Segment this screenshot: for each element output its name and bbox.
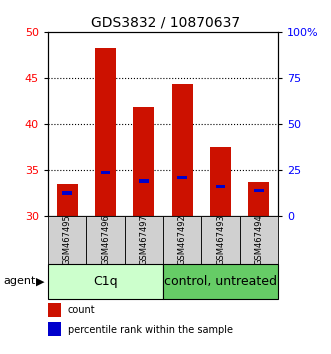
Text: control, untreated: control, untreated [164,275,277,288]
Text: GSM467496: GSM467496 [101,215,110,265]
Bar [201,216,240,264]
Bar [139,179,149,183]
Bar [95,48,116,216]
Text: GDS3832 / 10870637: GDS3832 / 10870637 [91,16,240,30]
Text: GSM467495: GSM467495 [63,215,72,265]
Text: count: count [68,305,95,315]
Bar [101,171,110,174]
Bar [248,182,269,216]
Bar [133,107,154,216]
Bar [48,322,61,336]
Text: GSM467497: GSM467497 [139,215,148,265]
Bar [48,303,61,316]
Text: agent: agent [3,276,36,286]
Bar [48,216,86,264]
Bar [86,216,125,264]
Bar [163,264,278,299]
Bar [163,216,201,264]
Bar [240,216,278,264]
Text: percentile rank within the sample: percentile rank within the sample [68,325,233,335]
Bar [57,184,78,216]
Bar [216,185,225,188]
Bar [210,147,231,216]
Bar [63,191,72,195]
Bar [177,176,187,179]
Bar [125,216,163,264]
Bar [254,189,263,192]
Bar [172,84,193,216]
Text: GSM467494: GSM467494 [254,215,263,265]
Text: C1q: C1q [93,275,118,288]
Text: GSM467492: GSM467492 [178,215,187,265]
Bar [48,264,163,299]
Text: ▶: ▶ [36,276,45,286]
Text: GSM467493: GSM467493 [216,215,225,265]
